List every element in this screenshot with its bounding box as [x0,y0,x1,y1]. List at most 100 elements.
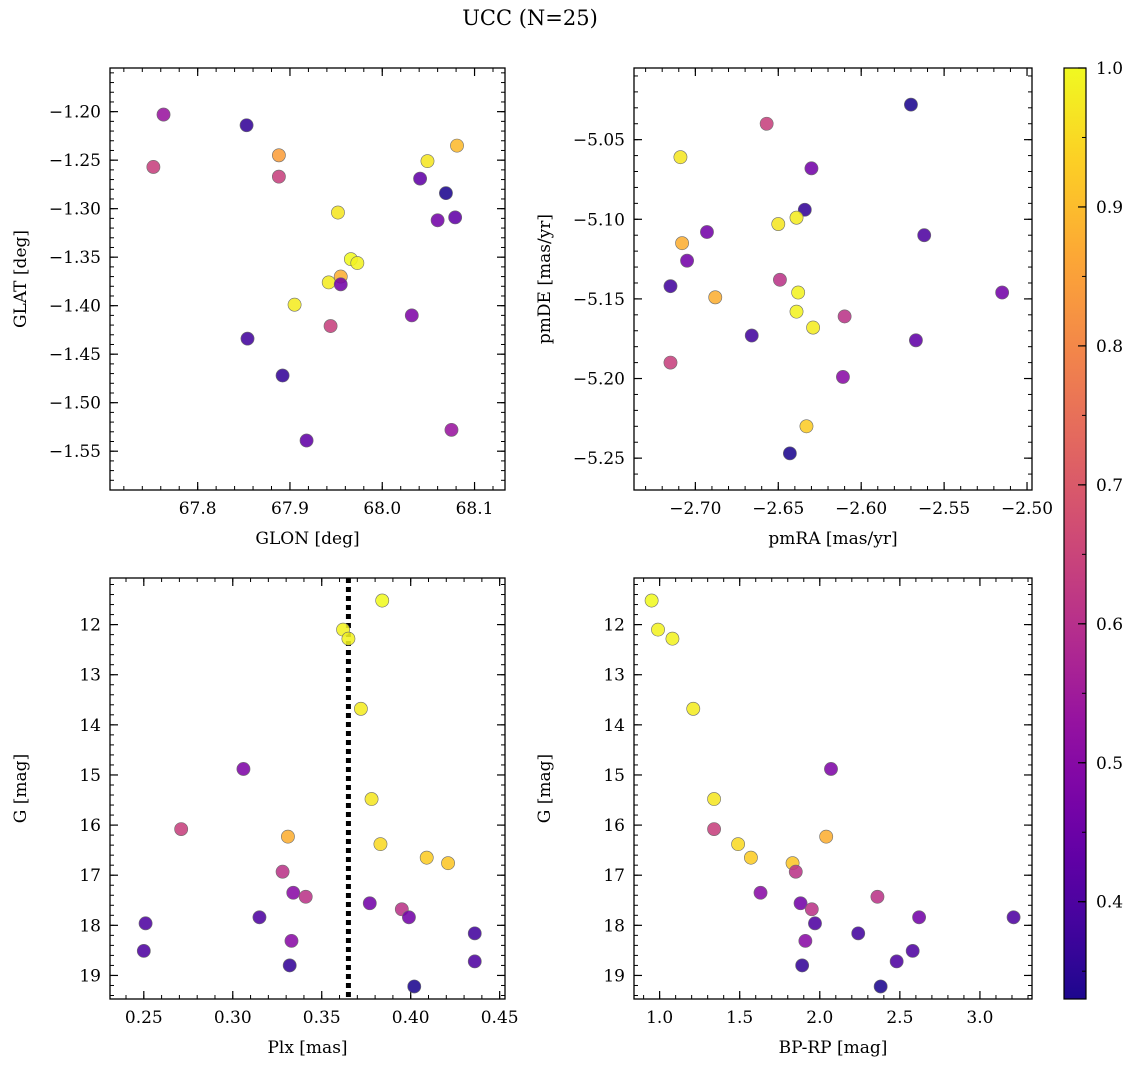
scatter-point [889,954,904,969]
ytick-label: −1.25 [49,151,101,171]
scatter-point [441,856,455,871]
scatter-point [136,943,151,958]
colorbar-tick-label: 0.9 [1096,198,1123,218]
xtick-label: 2.5 [886,1008,913,1028]
ytick-label: 14 [603,716,625,736]
colorbar-tick-label: 0.7 [1096,476,1123,496]
scatter-point [373,837,388,852]
scatter-point [851,926,866,941]
axes-frame [109,67,506,491]
ytick-label: 13 [79,666,101,686]
ytick-label: 17 [603,866,625,886]
scatter-panel-3: 0.25 0.30 0.35 0.40 0.45 12 13 14 15 16 17 18 19 Plx … [11,577,519,1058]
ytick-label: 12 [603,616,625,636]
xtick-label: −2.60 [835,499,887,519]
scatter-point [673,150,688,165]
ytick-label: 19 [603,966,625,986]
ytick-label: 18 [79,916,101,936]
xtick-label: 68.1 [456,499,494,519]
scatter-point [467,954,482,969]
scatter-point [444,422,459,437]
scatter-point [271,148,286,163]
scatter-point [404,308,419,323]
scatter-point [156,107,171,122]
xtick-label: 0.30 [214,1008,252,1028]
scatter-point [708,290,723,305]
ytick-label: −1.40 [49,297,101,317]
scatter-point [284,933,299,948]
scatter-point [686,701,701,716]
colorbar-tick-label: 0.4 [1096,893,1123,913]
scatter-point [773,272,787,287]
axes-frame [633,577,1033,1000]
colorbar-tick-label: 0.8 [1096,337,1123,357]
scatter-point [731,837,746,852]
scatter-point [321,275,336,290]
colorbar: 0.4 0.5 0.6 0.7 0.8 0.9 1.0 [1063,59,1123,1000]
xtick-label: 1.0 [646,1008,673,1028]
scatter-point [788,864,803,879]
xtick-label: 68.0 [363,499,401,519]
ytick-label: 19 [79,966,101,986]
scatter-point [782,446,797,461]
ytick-label: −5.10 [573,210,625,230]
scatter-point [836,370,850,384]
scatter-point [707,792,721,806]
xtick-label: −2.55 [918,499,970,519]
scatter-point [798,933,813,948]
scatter-point [281,829,295,844]
colorbar-tick-label: 0.6 [1096,615,1123,635]
scatter-point [804,161,819,176]
scatter-point [286,885,301,900]
scatter-point [995,285,1010,300]
ytick-label: −1.55 [49,442,101,462]
x-axis-label: pmRA [mas/yr] [768,529,897,549]
ytick-label: −1.20 [49,103,101,123]
x-axis-label: GLON [deg] [255,529,359,549]
scatter-panel-1: 67.8 67.9 68.0 68.1 −1.20 −1.25 −1.30 −1.35 −1.4… [11,67,506,549]
xtick-label: −2.70 [669,499,721,519]
scatter-point [909,333,923,348]
scatter-point [413,171,427,186]
scatter-point [753,885,768,900]
scatter-point [138,916,153,931]
xtick-label: 67.8 [179,499,217,519]
ytick-label: −1.30 [49,200,101,220]
scatter-point [665,631,680,646]
scatter-point [298,889,313,904]
scatter-point [419,850,434,865]
scatter-point [240,331,255,346]
xtick-label: 67.9 [271,499,309,519]
scatter-point [651,622,665,637]
xtick-label: −2.50 [1001,499,1053,519]
ytick-label: −1.45 [49,345,101,365]
scatter-point [804,902,819,917]
scatter-point [287,297,302,312]
scatter-panel-4: 1.0 1.5 2.0 2.5 3.0 12 13 14 15 16 17 18 19 BP-RP [ma… [535,577,1033,1058]
scatter-point [744,850,758,865]
colorbar-tick-label: 1.0 [1096,59,1123,79]
colorbar-gradient [1063,67,1087,1000]
scatter-point [333,277,348,292]
scatter-point [644,593,659,608]
ytick-label: −1.35 [49,248,101,268]
scatter-point [837,309,852,324]
colorbar-tick-label: 0.5 [1096,754,1123,774]
scatter-point [663,355,678,370]
y-axis-label: G [mag] [535,754,555,823]
xtick-label: −2.65 [752,499,804,519]
scatter-point [252,910,267,925]
scatter-point [789,304,804,319]
scatter-point [806,320,820,335]
scatter-point [870,889,885,904]
ytick-label: −5.25 [573,449,625,469]
scatter-point [323,319,338,333]
scatter-point [707,822,721,836]
scatter-point [239,118,254,133]
scatter-point [174,822,189,836]
scatter-point [407,979,422,994]
ytick-label: 18 [603,916,625,936]
ytick-label: −5.20 [573,370,625,390]
scatter-point [430,213,445,228]
